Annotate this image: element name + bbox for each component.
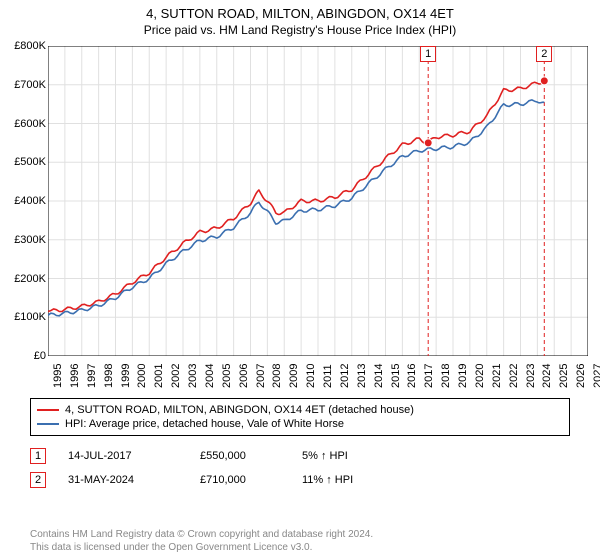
y-tick-label: £800K	[14, 40, 46, 52]
footer-line-1: Contains HM Land Registry data © Crown c…	[30, 528, 373, 541]
x-tick-label: 2025	[558, 364, 570, 388]
y-tick-label: £300K	[14, 234, 46, 246]
x-tick-label: 2011	[322, 364, 334, 388]
x-tick-label: 2021	[491, 364, 503, 388]
plot-area	[48, 46, 588, 356]
x-tick-label: 2027	[592, 364, 600, 388]
trade-date: 31-MAY-2024	[68, 474, 178, 486]
marker-callout-1: 1	[420, 46, 436, 62]
x-tick-label: 2019	[457, 364, 469, 388]
legend-label: HPI: Average price, detached house, Vale…	[65, 418, 344, 430]
x-tick-label: 2001	[153, 364, 165, 388]
y-tick-label: £600K	[14, 118, 46, 130]
x-tick-label: 2007	[255, 364, 267, 388]
y-tick-label: £100K	[14, 311, 46, 323]
x-tick-label: 2003	[187, 364, 199, 388]
x-tick-label: 2006	[238, 364, 250, 388]
x-tick-label: 2013	[356, 364, 368, 388]
legend-box: 4, SUTTON ROAD, MILTON, ABINGDON, OX14 4…	[30, 398, 570, 436]
legend-label: 4, SUTTON ROAD, MILTON, ABINGDON, OX14 4…	[65, 404, 414, 416]
x-tick-label: 1995	[52, 364, 64, 388]
trade-vs-hpi: 5% ↑ HPI	[302, 450, 402, 462]
x-tick-label: 2002	[170, 364, 182, 388]
trade-price: £710,000	[200, 474, 280, 486]
trade-marker-number: 1	[30, 448, 46, 464]
y-tick-label: £500K	[14, 156, 46, 168]
trade-row-1: 1 14-JUL-2017 £550,000 5% ↑ HPI	[30, 448, 402, 464]
x-tick-label: 1999	[120, 364, 132, 388]
trade-date: 14-JUL-2017	[68, 450, 178, 462]
x-tick-label: 2010	[305, 364, 317, 388]
trade-vs-hpi: 11% ↑ HPI	[302, 474, 402, 486]
y-tick-label: £400K	[14, 195, 46, 207]
x-tick-label: 2020	[474, 364, 486, 388]
x-tick-label: 2000	[136, 364, 148, 388]
footer-attribution: Contains HM Land Registry data © Crown c…	[30, 528, 373, 554]
x-tick-label: 2005	[221, 364, 233, 388]
marker-callout-2: 2	[536, 46, 552, 62]
x-tick-label: 2008	[271, 364, 283, 388]
x-tick-label: 2017	[423, 364, 435, 388]
legend-swatch	[37, 423, 59, 425]
y-tick-label: £0	[34, 350, 46, 362]
x-tick-label: 2014	[373, 364, 385, 388]
x-tick-label: 2016	[406, 364, 418, 388]
y-tick-label: £200K	[14, 273, 46, 285]
y-tick-label: £700K	[14, 79, 46, 91]
x-tick-label: 2023	[525, 364, 537, 388]
legend-row: 4, SUTTON ROAD, MILTON, ABINGDON, OX14 4…	[37, 403, 563, 417]
trade-row-2: 2 31-MAY-2024 £710,000 11% ↑ HPI	[30, 472, 402, 488]
chart-subtitle: Price paid vs. HM Land Registry's House …	[0, 21, 600, 41]
x-tick-label: 2018	[440, 364, 452, 388]
x-tick-label: 2015	[390, 364, 402, 388]
legend-swatch	[37, 409, 59, 411]
x-tick-label: 2009	[288, 364, 300, 388]
x-tick-label: 1998	[103, 364, 115, 388]
chart-container: 4, SUTTON ROAD, MILTON, ABINGDON, OX14 4…	[0, 0, 600, 560]
x-tick-label: 1996	[69, 364, 81, 388]
x-tick-label: 1997	[86, 364, 98, 388]
chart-title: 4, SUTTON ROAD, MILTON, ABINGDON, OX14 4…	[0, 0, 600, 21]
x-tick-label: 2024	[541, 364, 553, 388]
footer-line-2: This data is licensed under the Open Gov…	[30, 541, 373, 554]
trade-price: £550,000	[200, 450, 280, 462]
x-tick-label: 2022	[508, 364, 520, 388]
x-tick-label: 2026	[575, 364, 587, 388]
trade-marker-number: 2	[30, 472, 46, 488]
x-tick-label: 2012	[339, 364, 351, 388]
chart-svg	[48, 46, 588, 356]
legend-row: HPI: Average price, detached house, Vale…	[37, 417, 563, 431]
x-tick-label: 2004	[204, 364, 216, 388]
